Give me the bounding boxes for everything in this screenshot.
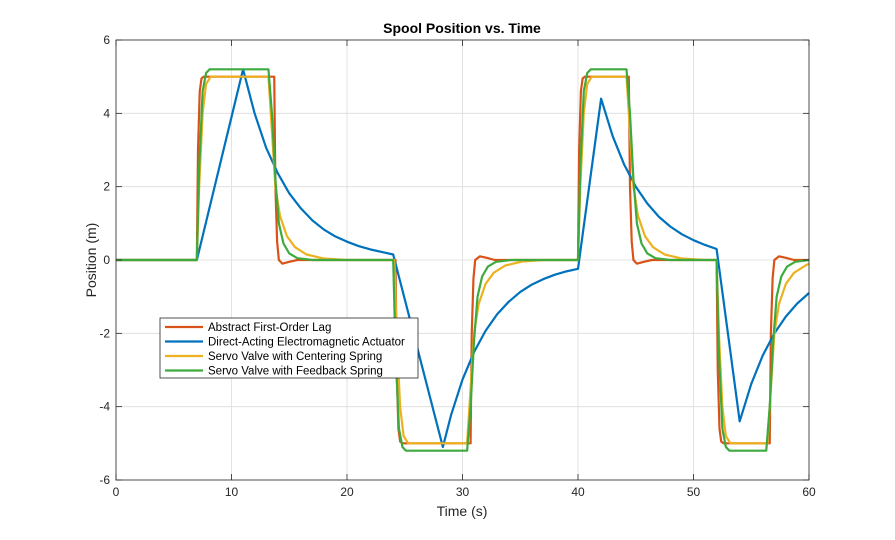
- legend: Abstract First-Order Lag Direct-Acting El…: [159, 317, 419, 379]
- x-tick-label: 0: [113, 485, 120, 499]
- y-tick-label: 0: [103, 253, 110, 267]
- y-axis-label: Position (m): [83, 223, 99, 298]
- x-tick-label: 40: [571, 485, 585, 499]
- y-tick-label: 6: [103, 33, 110, 47]
- legend-label: Servo Valve with Feedback Spring: [208, 366, 383, 378]
- x-axis-label: Time (s): [437, 503, 488, 519]
- y-tick-label: 4: [103, 106, 110, 120]
- y-tick-label: -4: [99, 400, 110, 414]
- series-line-servo-valve-with-feedback-spring: [116, 68, 810, 452]
- x-tick-label: 50: [687, 485, 701, 499]
- x-tick-label: 60: [802, 485, 816, 499]
- y-tick-label: -2: [99, 326, 110, 340]
- series-line-direct-acting-electromagnetic-actuator: [116, 68, 810, 449]
- legend-label: Abstract First-Order Lag: [208, 322, 331, 334]
- ticks: 0 10 20 30 40 50 60 -6 -4 -2 0 2 4 6: [99, 33, 816, 499]
- series-lines: [116, 68, 810, 452]
- y-tick-label: 2: [103, 180, 110, 194]
- x-tick-label: 20: [340, 485, 354, 499]
- y-tick-label: -6: [99, 473, 110, 487]
- legend-label: Direct-Acting Electromagnetic Actuator: [208, 337, 405, 349]
- x-tick-label: 10: [225, 485, 239, 499]
- legend-label: Servo Valve with Centering Spring: [208, 351, 382, 363]
- chart-title: Spool Position vs. Time: [383, 20, 541, 36]
- x-tick-label: 30: [456, 485, 470, 499]
